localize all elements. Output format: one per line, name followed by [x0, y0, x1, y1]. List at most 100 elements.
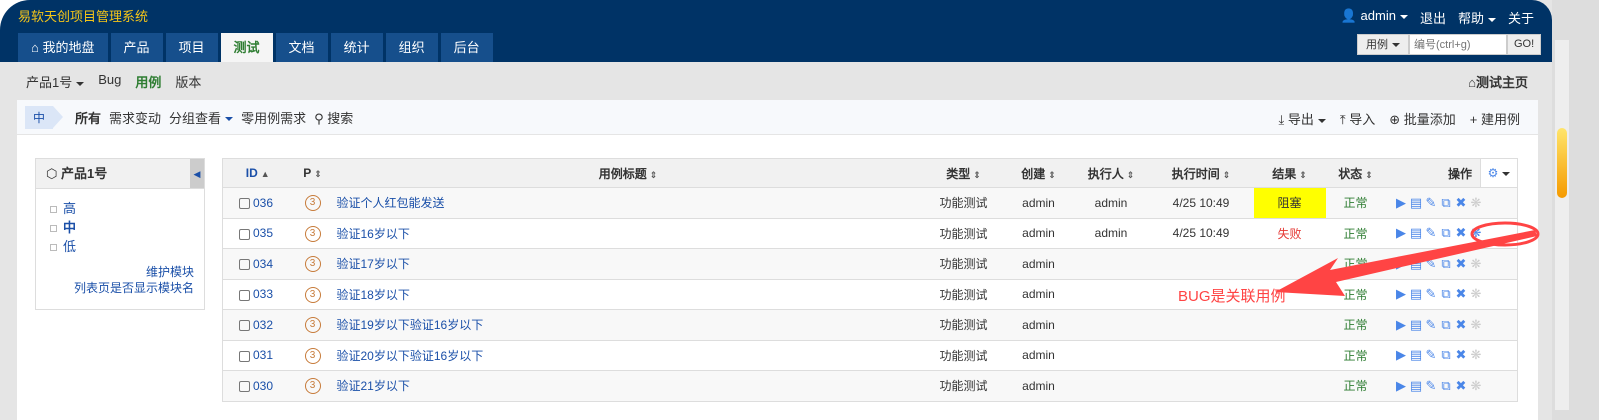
case-title-link[interactable]: 验证16岁以下 [332, 218, 924, 249]
copy-icon[interactable]: ⧉ [1441, 194, 1451, 210]
tab-my[interactable]: ⌂ 我的地盘 [18, 33, 108, 62]
run-icon[interactable]: ▶ [1396, 194, 1406, 210]
run-icon[interactable]: ▶ [1396, 286, 1406, 302]
col-result[interactable]: 结果 ⇕ [1253, 158, 1326, 188]
bug-icon[interactable]: ❋ [1470, 255, 1482, 271]
tab-doc[interactable]: 文档 [275, 33, 328, 62]
bug-icon[interactable]: ❋ [1470, 225, 1482, 241]
delete-icon[interactable]: ✖ [1455, 255, 1467, 271]
run-icon[interactable]: ▶ [1396, 225, 1406, 241]
collapse-sidebar-button[interactable]: ◀ [190, 159, 204, 188]
case-id[interactable]: 035 [222, 218, 293, 249]
import-button[interactable]: ⤒ 导入 [1339, 112, 1376, 127]
case-id[interactable]: 034 [222, 248, 293, 280]
results-icon[interactable]: ▤ [1409, 255, 1423, 271]
col-id[interactable]: ID ▲ [222, 158, 293, 188]
about-link[interactable]: 关于 [1507, 11, 1534, 26]
case-title-link[interactable]: 验证个人红包能发送 [332, 187, 924, 219]
row-checkbox[interactable] [239, 289, 250, 301]
col-type[interactable]: 类型 ⇕ [923, 158, 1004, 188]
edit-icon[interactable]: ✎ [1425, 286, 1437, 302]
copy-icon[interactable]: ⧉ [1441, 316, 1451, 332]
edit-icon[interactable]: ✎ [1425, 225, 1437, 241]
case-title-link[interactable]: 验证17岁以下 [332, 248, 924, 280]
batch-create-button[interactable]: ⊕ 批量添加 [1389, 112, 1456, 127]
delete-icon[interactable]: ✖ [1455, 194, 1467, 210]
group-view-menu[interactable]: 分组查看 [169, 108, 234, 127]
bug-icon[interactable]: ❋ [1470, 377, 1482, 393]
col-executor[interactable]: 执行人 ⇕ [1073, 158, 1149, 188]
module-high[interactable]: 高 [50, 199, 204, 218]
edit-icon[interactable]: ✎ [1425, 347, 1437, 363]
col-status[interactable]: 状态 ⇕ [1325, 158, 1386, 188]
edit-icon[interactable]: ✎ [1425, 316, 1437, 332]
bug-icon[interactable]: ❋ [1470, 194, 1482, 210]
run-icon[interactable]: ▶ [1396, 377, 1406, 393]
tab-product[interactable]: 产品 [110, 33, 163, 62]
case-title-link[interactable]: 验证18岁以下 [332, 279, 924, 310]
results-icon[interactable]: ▤ [1409, 316, 1423, 332]
copy-icon[interactable]: ⧉ [1441, 255, 1451, 271]
module-low[interactable]: 低 [50, 237, 204, 256]
row-checkbox[interactable] [239, 381, 250, 393]
copy-icon[interactable]: ⧉ [1441, 225, 1451, 241]
col-title[interactable]: 用例标题 ⇕ [332, 158, 924, 188]
subnav-build[interactable]: 版本 [175, 75, 202, 90]
product-switcher[interactable]: 产品1号 [26, 72, 85, 91]
tab-admin[interactable]: 后台 [440, 33, 493, 62]
run-icon[interactable]: ▶ [1396, 347, 1406, 363]
row-checkbox[interactable] [239, 228, 250, 240]
tab-org[interactable]: 组织 [385, 33, 438, 62]
results-icon[interactable]: ▤ [1409, 194, 1423, 210]
test-home-link[interactable]: ⌂测试主页 [1468, 75, 1528, 90]
search-type-select[interactable]: 用例 [1357, 34, 1409, 55]
tab-project[interactable]: 项目 [165, 33, 218, 62]
case-title-link[interactable]: 验证19岁以下验证16岁以下 [332, 309, 924, 341]
search-toggle[interactable]: ⚲ 搜索 [314, 110, 354, 126]
scrollbar-thumb[interactable] [1557, 128, 1567, 198]
results-icon[interactable]: ▤ [1409, 286, 1423, 302]
row-checkbox[interactable] [239, 350, 250, 362]
edit-icon[interactable]: ✎ [1425, 255, 1437, 271]
run-icon[interactable]: ▶ [1396, 316, 1406, 332]
filter-story-changed[interactable]: 需求变动 [109, 110, 162, 126]
filter-all[interactable]: 所有 [75, 110, 102, 126]
tab-stats[interactable]: 统计 [330, 33, 383, 62]
row-checkbox[interactable] [239, 320, 250, 332]
delete-icon[interactable]: ✖ [1455, 225, 1467, 241]
delete-icon[interactable]: ✖ [1455, 286, 1467, 302]
results-icon[interactable]: ▤ [1409, 225, 1423, 241]
copy-icon[interactable]: ⧉ [1441, 377, 1451, 393]
row-checkbox[interactable] [239, 198, 250, 210]
column-settings-button[interactable]: ⚙ [1480, 158, 1518, 188]
export-menu[interactable]: ⤓ 导出 [1278, 109, 1326, 128]
scrollbar[interactable] [1555, 40, 1569, 410]
subnav-case[interactable]: 用例 [135, 75, 162, 90]
case-id[interactable]: 036 [222, 187, 293, 219]
delete-icon[interactable]: ✖ [1455, 377, 1467, 393]
help-menu[interactable]: 帮助 [1458, 8, 1496, 27]
filter-zero-case[interactable]: 零用例需求 [241, 110, 307, 126]
case-id[interactable]: 033 [222, 279, 293, 310]
go-button[interactable]: GO! [1507, 34, 1542, 55]
manage-modules-link[interactable]: 维护模块 [145, 265, 194, 279]
bug-icon[interactable]: ❋ [1470, 286, 1482, 302]
row-checkbox[interactable] [239, 259, 250, 271]
subnav-bug[interactable]: Bug [98, 72, 122, 87]
col-creator[interactable]: 创建 ⇕ [1003, 158, 1074, 188]
run-icon[interactable]: ▶ [1396, 255, 1406, 271]
case-id[interactable]: 032 [222, 309, 293, 341]
edit-icon[interactable]: ✎ [1425, 194, 1437, 210]
edit-icon[interactable]: ✎ [1425, 377, 1437, 393]
tab-test[interactable]: 测试 [220, 33, 273, 62]
delete-icon[interactable]: ✖ [1455, 347, 1467, 363]
search-input[interactable] [1409, 34, 1507, 55]
logout-link[interactable]: 退出 [1419, 11, 1446, 26]
module-mid[interactable]: 中 [50, 218, 204, 237]
copy-icon[interactable]: ⧉ [1441, 347, 1451, 363]
show-module-name-link[interactable]: 列表页是否显示模块名 [73, 281, 194, 295]
bug-icon[interactable]: ❋ [1470, 347, 1482, 363]
case-title-link[interactable]: 验证21岁以下 [332, 370, 924, 402]
case-id[interactable]: 031 [222, 340, 293, 371]
bug-icon[interactable]: ❋ [1470, 316, 1482, 332]
